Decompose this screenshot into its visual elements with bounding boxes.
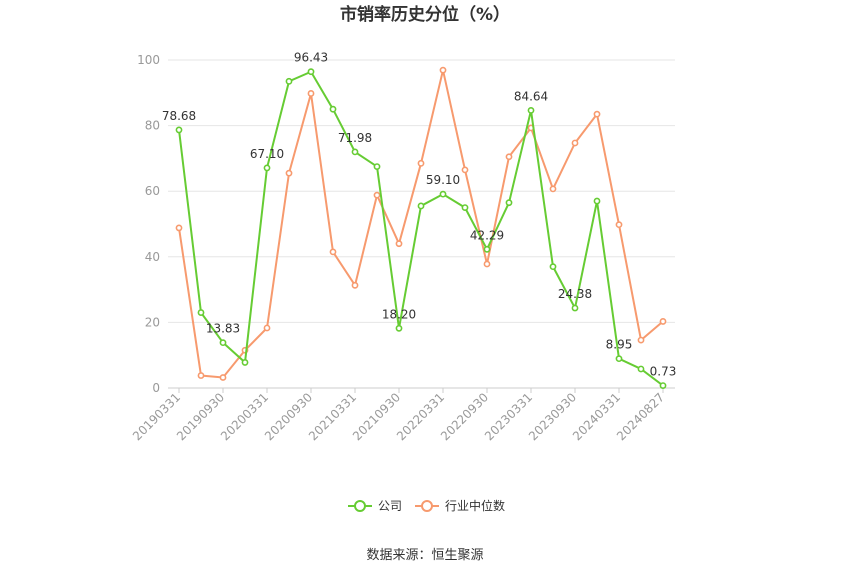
data-point — [307, 90, 315, 97]
legend-label: 行业中位数 — [445, 498, 505, 513]
data-point — [373, 163, 381, 170]
data-label: 18.20 — [382, 307, 416, 321]
data-point — [637, 336, 645, 344]
data-point — [395, 324, 403, 332]
data-point — [285, 77, 293, 85]
data-point — [395, 240, 403, 248]
data-point — [417, 202, 425, 210]
legend-marker — [354, 500, 366, 512]
y-tick-label: 80 — [145, 119, 160, 133]
data-label: 67.10 — [250, 147, 284, 161]
legend[interactable]: 公司 行业中位数 — [348, 498, 505, 513]
data-point — [175, 224, 183, 232]
data-point — [461, 166, 469, 174]
data-point — [263, 164, 271, 172]
data-point — [593, 110, 601, 118]
x-tick-label: 20240827 — [614, 390, 667, 443]
data-point — [659, 318, 667, 325]
data-point — [329, 248, 337, 256]
data-point — [483, 260, 491, 268]
y-tick-label: 0 — [152, 381, 160, 395]
data-point — [505, 199, 513, 207]
data-label: 8.95 — [606, 338, 633, 352]
legend-item[interactable]: 行业中位数 — [415, 498, 505, 513]
data-point — [461, 204, 469, 211]
legend-item[interactable]: 公司 — [348, 499, 402, 513]
data-label: 96.43 — [294, 51, 328, 65]
data-point — [307, 68, 315, 76]
data-point — [417, 159, 425, 167]
data-label: 24.38 — [558, 287, 592, 301]
data-point — [219, 374, 227, 381]
data-point — [439, 66, 447, 74]
data-point — [219, 339, 227, 347]
data-label: 13.83 — [206, 322, 240, 336]
data-point — [637, 365, 645, 373]
data-point — [659, 382, 667, 390]
data-label: 42.29 — [470, 228, 504, 242]
data-point — [263, 324, 271, 332]
data-point — [615, 221, 623, 229]
data-label: 0.73 — [650, 365, 677, 379]
data-point — [571, 304, 579, 312]
data-point — [197, 372, 205, 379]
series-line — [178, 69, 664, 379]
y-tick-label: 40 — [145, 250, 160, 264]
data-point — [615, 355, 623, 363]
chart-title: 市销率历史分位（%） — [340, 4, 510, 25]
data-point — [329, 105, 337, 113]
data-point — [527, 106, 535, 114]
data-label: 84.64 — [514, 89, 548, 103]
series-line — [178, 70, 664, 387]
y-axis-ticks: 0 20 40 60 80 100 — [137, 53, 160, 395]
data-point — [549, 263, 557, 271]
x-axis: 2019033120190930202003312020093020210331… — [130, 388, 667, 443]
grid-lines — [168, 59, 675, 389]
data-point — [483, 245, 491, 253]
data-point — [439, 190, 447, 198]
data-point — [175, 126, 183, 134]
data-label: 59.10 — [426, 173, 460, 187]
legend-label: 公司 — [378, 499, 402, 513]
data-point — [241, 359, 249, 366]
data-point — [505, 153, 513, 161]
data-labels: 78.68 13.83 67.10 96.43 71.98 18.20 59.10 42.29… — [162, 51, 677, 379]
data-label: 71.98 — [338, 131, 372, 145]
data-point — [549, 185, 557, 193]
data-label: 78.68 — [162, 109, 196, 123]
y-tick-label: 20 — [145, 315, 160, 329]
data-point — [593, 197, 601, 205]
data-point — [197, 309, 205, 316]
data-point — [373, 191, 381, 199]
y-tick-label: 100 — [137, 53, 160, 67]
data-point — [285, 169, 293, 177]
data-point — [571, 139, 579, 147]
data-point — [351, 148, 359, 156]
source-text: 数据来源：恒生聚源 — [366, 548, 483, 563]
y-tick-label: 60 — [145, 184, 160, 198]
legend-marker — [421, 500, 433, 512]
series-group — [175, 66, 667, 390]
data-point — [351, 281, 359, 289]
